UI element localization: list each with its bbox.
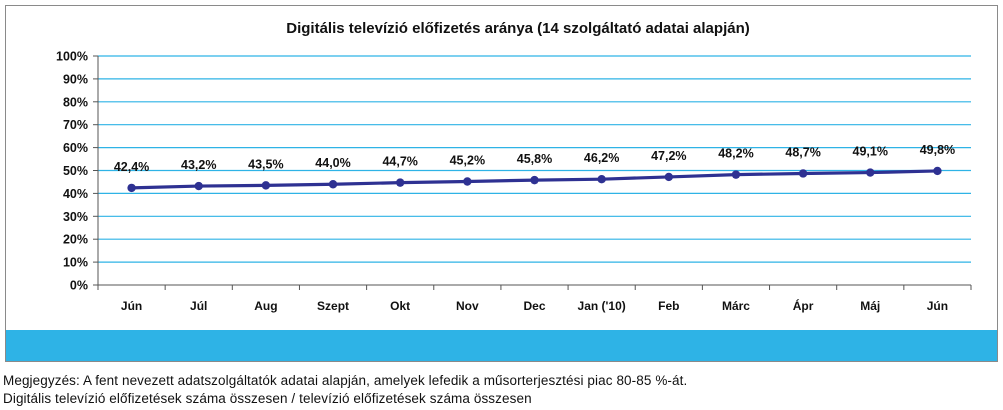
x-tick-label: Máj (860, 299, 880, 313)
data-point (328, 180, 338, 189)
y-tick-label: 90% (63, 72, 88, 86)
x-tick-label: Márc (722, 299, 750, 313)
data-point (261, 181, 271, 190)
data-series (127, 166, 942, 193)
x-tick-label: Ápr (793, 298, 814, 313)
data-point (530, 175, 539, 185)
x-tick-label: Aug (254, 299, 277, 313)
data-point (463, 177, 472, 186)
axes (93, 55, 972, 290)
data-point (664, 172, 674, 182)
data-label: 42,4% (114, 160, 149, 174)
data-point (866, 168, 875, 177)
x-tick-label: Nov (456, 299, 479, 313)
y-tick-label: 70% (63, 118, 88, 132)
data-point (731, 170, 741, 179)
decorative-band (6, 330, 997, 361)
x-tick-label: Jún (121, 299, 142, 313)
x-tick-label: Szept (317, 299, 349, 313)
footnote: Megjegyzés: A fent nevezett adatszolgált… (3, 373, 688, 388)
data-point (395, 178, 405, 187)
x-tick-label: Júl (190, 299, 207, 313)
x-tick-label: Jún (927, 299, 948, 313)
gridlines (98, 55, 971, 263)
data-point (933, 166, 942, 176)
data-point (798, 169, 808, 178)
x-tick-label: Okt (390, 299, 410, 313)
data-label: 45,8% (517, 152, 552, 166)
data-point (127, 183, 136, 193)
data-labels: 42,4% 43,2% 43,5% 44,0% 44,7% 45,2% 45,8% 46,2%… (114, 143, 955, 174)
y-tick-label: 0% (70, 279, 88, 293)
y-tick-label: 100% (56, 50, 88, 64)
data-label: 49,1% (853, 145, 888, 159)
data-point (194, 181, 203, 191)
line-chart: Digitális televízió előfizetés aránya (1… (56, 20, 972, 313)
x-tick-label: Dec (523, 299, 545, 313)
y-tick-label: 80% (63, 95, 88, 109)
y-tick-label: 50% (63, 164, 88, 178)
data-label: 45,2% (450, 153, 485, 167)
data-label: 49,8% (920, 143, 955, 157)
y-tick-label: 20% (63, 233, 88, 247)
x-tick-label: Feb (658, 299, 679, 313)
formula-note: Digitális televízió előfizetések száma ö… (3, 391, 532, 406)
y-tick-label: 40% (63, 187, 88, 201)
data-label: 48,2% (718, 147, 753, 161)
y-tick-label: 30% (63, 210, 88, 224)
data-label: 46,2% (584, 151, 619, 165)
data-label: 43,2% (181, 158, 216, 172)
x-axis-tick-labels: Jún Júl Aug Szept Okt Nov Dec Jan ('10) Feb Márc Á… (121, 298, 948, 313)
chart-title: Digitális televízió előfizetés aránya (1… (286, 20, 749, 37)
y-axis-tick-labels: 0% 10% 20% 30% 40% 50% 60% 70% 80% 90% 100% (56, 50, 88, 293)
data-label: 44,7% (382, 155, 417, 169)
data-label: 48,7% (785, 145, 820, 159)
y-tick-label: 60% (63, 141, 88, 155)
data-label: 47,2% (651, 149, 686, 163)
data-label: 44,0% (315, 156, 350, 170)
data-label: 43,5% (248, 157, 283, 171)
x-tick-label: Jan ('10) (578, 299, 626, 313)
y-tick-label: 10% (63, 256, 88, 270)
chart-frame (5, 5, 998, 362)
data-point (597, 175, 606, 184)
